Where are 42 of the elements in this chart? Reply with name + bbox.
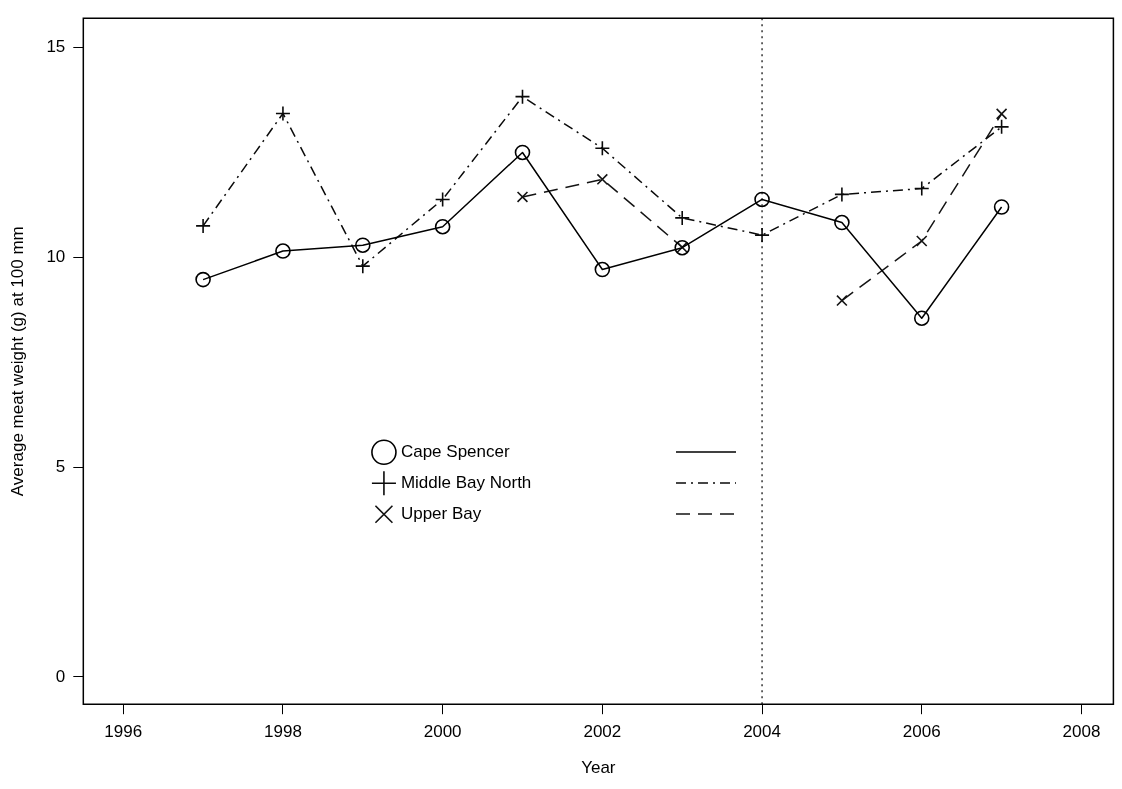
x-tick-label: 2004 <box>743 722 781 742</box>
y-tick-label: 10 <box>46 247 66 267</box>
x-tick-label: 1998 <box>264 722 302 742</box>
point <box>354 258 371 274</box>
point <box>913 310 930 326</box>
y-tick-label: 0 <box>55 666 66 686</box>
point <box>674 210 690 226</box>
point <box>594 140 611 157</box>
point <box>514 88 531 105</box>
point <box>594 261 611 278</box>
point <box>754 191 770 208</box>
x-tick-label: 2000 <box>423 722 462 742</box>
point <box>275 243 291 259</box>
x-axis-title: Year <box>581 758 616 778</box>
x-tick-label: 2002 <box>583 722 622 742</box>
legend-label: Upper Bay <box>400 503 482 523</box>
point <box>354 237 371 253</box>
point <box>596 173 609 186</box>
point <box>434 218 451 235</box>
x-tick-label: 2006 <box>902 722 941 742</box>
point <box>434 191 451 208</box>
point <box>995 108 1008 120</box>
x-tick-label: 1996 <box>104 722 143 742</box>
y-tick-label: 15 <box>46 37 66 57</box>
point <box>275 105 291 122</box>
point <box>195 218 211 234</box>
point <box>993 199 1010 215</box>
point <box>836 294 848 307</box>
point <box>834 186 850 203</box>
point <box>834 214 850 231</box>
legend-label: Cape Spencer <box>400 441 510 461</box>
x-tick-label: 2008 <box>1062 722 1101 742</box>
y-tick-label: 5 <box>55 456 66 476</box>
y-axis-title: Average meat weight (g) at 100 mm <box>7 226 27 497</box>
point <box>514 144 531 161</box>
legend-label: Middle Bay North <box>400 472 532 492</box>
point <box>916 235 928 247</box>
point <box>754 227 770 243</box>
point <box>516 191 529 203</box>
point <box>195 271 211 288</box>
point <box>993 119 1010 135</box>
point <box>913 180 930 197</box>
